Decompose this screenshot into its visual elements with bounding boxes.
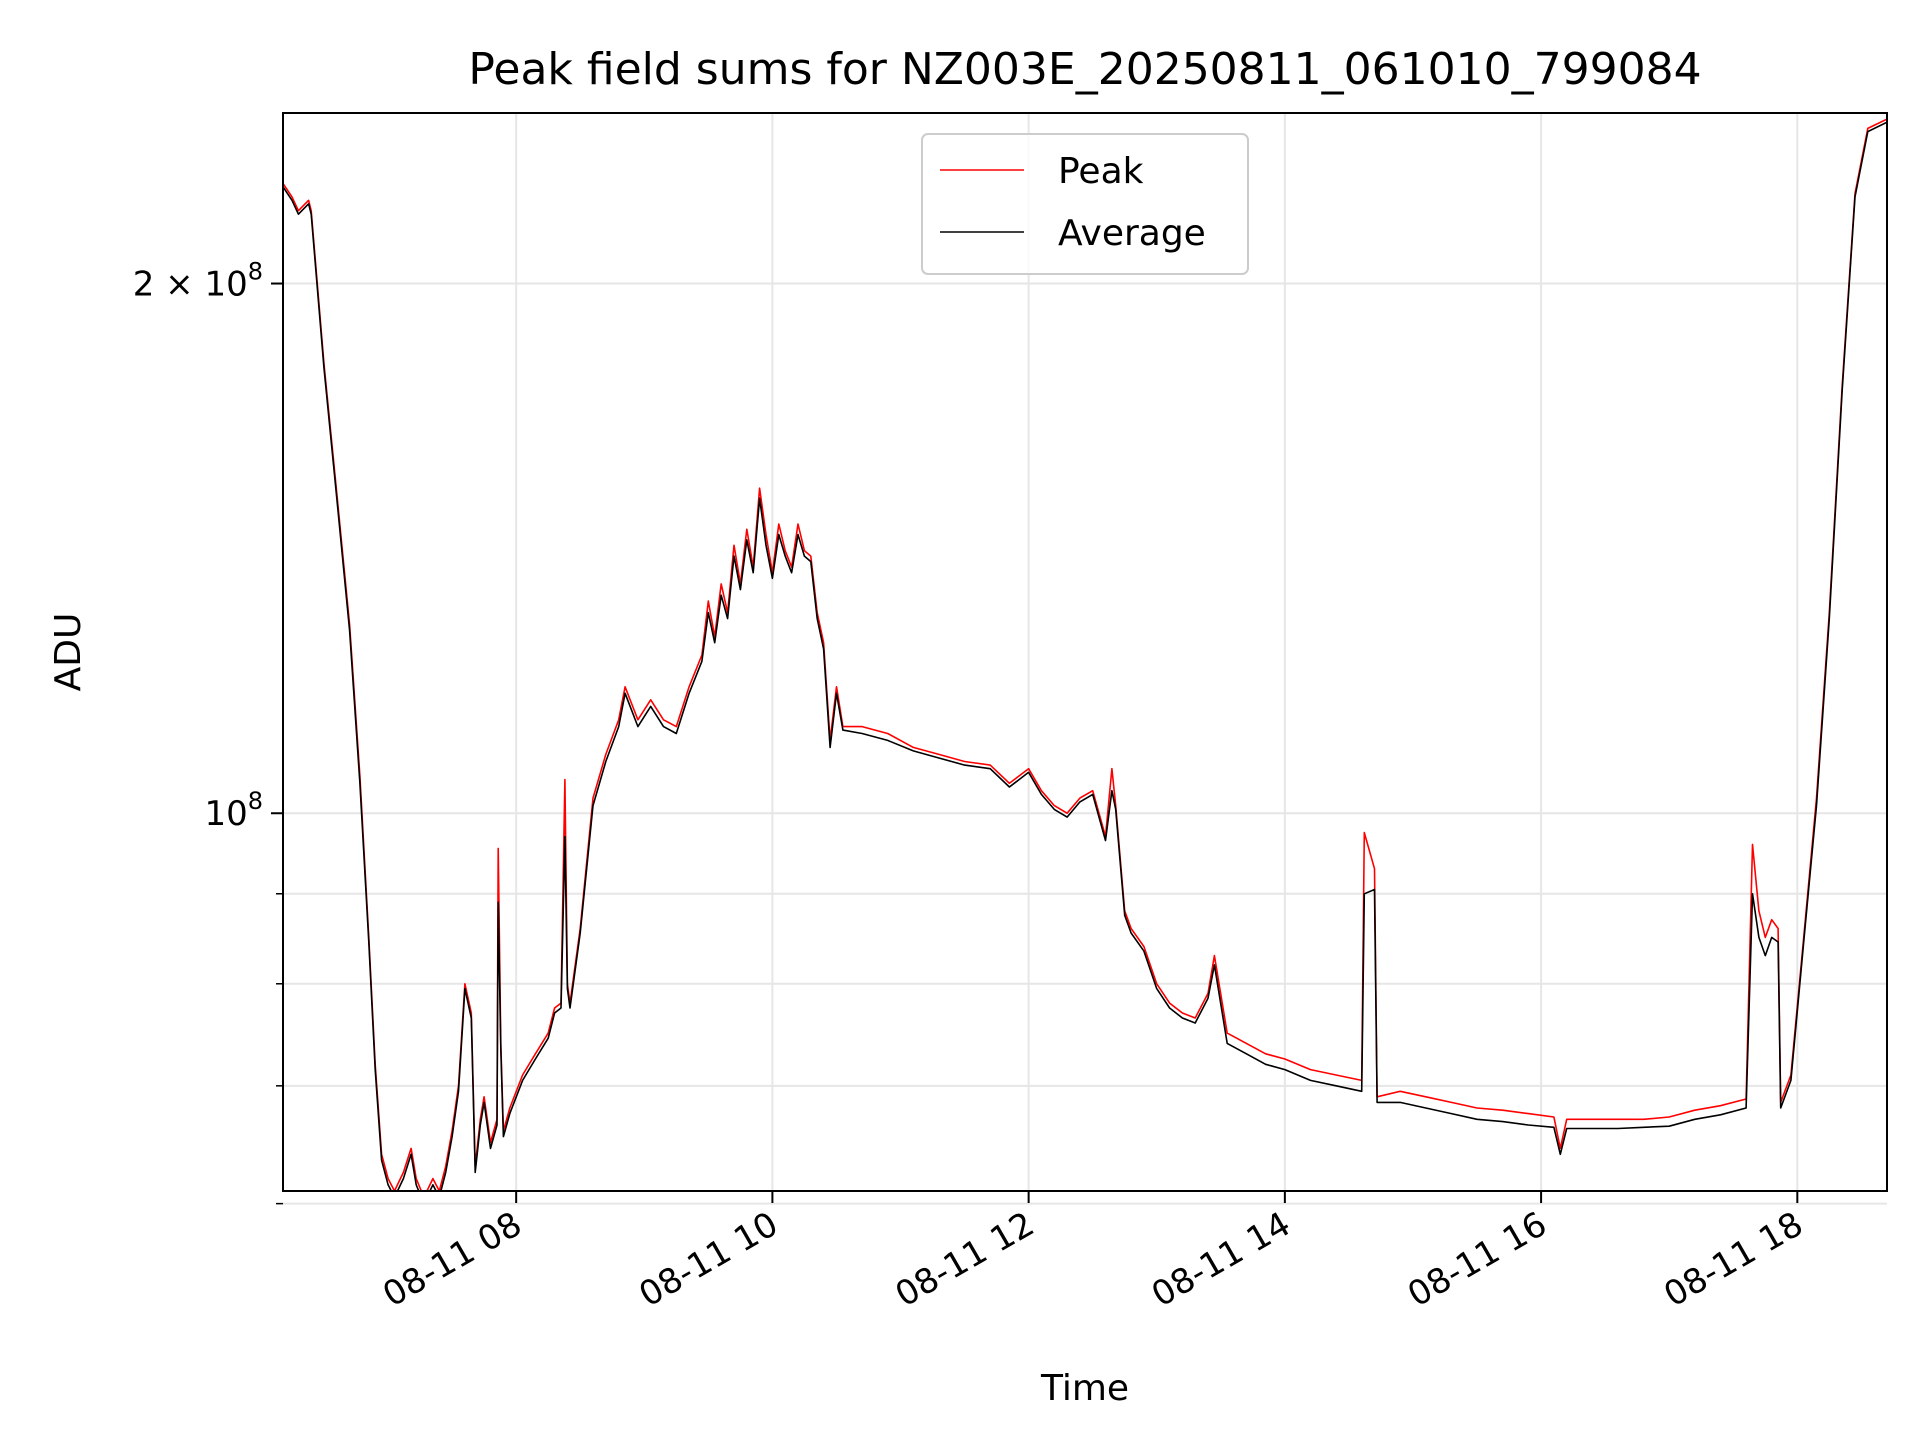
legend-average-label: Average bbox=[1058, 213, 1206, 254]
series-layer bbox=[283, 118, 1887, 1191]
chart-title: Peak field sums for NZ003E_20250811_0610… bbox=[468, 44, 1701, 95]
y-tick-label-exponent: 8 bbox=[248, 258, 263, 286]
y-tick-label-base: 2 × 10 bbox=[133, 265, 248, 305]
y-axis-label: ADU bbox=[48, 613, 89, 692]
legend-peak-label: Peak bbox=[1058, 151, 1144, 192]
legend-box bbox=[921, 133, 1249, 275]
x-axis-label: Time bbox=[1040, 1368, 1129, 1409]
y-tick-label-exponent: 8 bbox=[248, 787, 263, 815]
plot-frame bbox=[282, 112, 1888, 1192]
legend: Peak Average bbox=[921, 133, 1249, 275]
grid bbox=[283, 113, 1887, 1205]
y-tick-label: 2 × 108 bbox=[133, 258, 263, 305]
y-tick-label-base: 10 bbox=[204, 794, 247, 834]
series-line-average bbox=[283, 121, 1887, 1191]
y-tick-label: 108 bbox=[204, 787, 263, 834]
